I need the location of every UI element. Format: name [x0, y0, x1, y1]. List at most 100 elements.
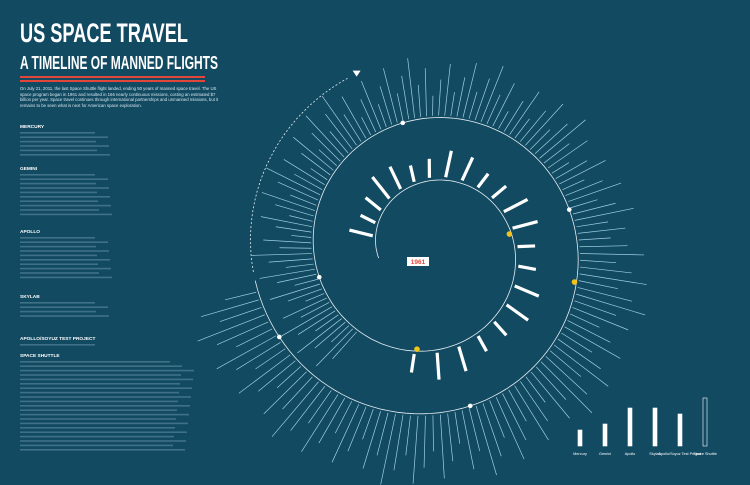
shuttle-line	[468, 91, 478, 119]
shuttle-line	[568, 182, 622, 202]
list-line	[20, 387, 192, 389]
shuttle-line	[282, 297, 327, 319]
section-heading: APOLLO/SOYUZ TEST PROJECT	[20, 336, 95, 342]
shuttle-line	[529, 129, 551, 150]
shuttle-line	[266, 167, 321, 196]
shuttle-line	[461, 410, 475, 470]
legend-label: Space Shuttle	[693, 452, 717, 456]
shuttle-line	[225, 291, 257, 301]
list-line	[20, 378, 193, 381]
year-dot	[467, 403, 473, 409]
shuttle-line	[287, 288, 322, 302]
list-line	[20, 259, 110, 261]
shuttle-line	[475, 405, 497, 476]
legend-label: Skylab	[649, 452, 660, 456]
list-line	[20, 383, 180, 385]
list-line	[20, 440, 186, 442]
rocket	[517, 244, 536, 249]
year-dot	[276, 334, 282, 340]
shuttle-line	[268, 258, 313, 263]
shuttle-line	[531, 371, 570, 419]
shuttle-line	[579, 245, 628, 248]
shuttle-line	[572, 202, 616, 215]
shuttle-line	[263, 239, 312, 244]
rule	[20, 80, 205, 82]
legend-label: Apollo	[625, 452, 636, 456]
shuttle-line	[562, 179, 585, 191]
shuttle-line	[362, 409, 374, 440]
year-dot	[316, 274, 322, 280]
center-label: 1961	[411, 259, 426, 266]
shuttle-line	[310, 168, 328, 181]
shuttle-line	[334, 401, 353, 434]
shuttle-line	[547, 140, 588, 169]
shuttle-line	[201, 299, 259, 318]
rocket	[503, 197, 529, 214]
legend-label: Gemini	[599, 452, 611, 456]
shuttle-line	[329, 131, 349, 154]
shuttle-line	[361, 117, 372, 136]
shuttle-line	[450, 92, 455, 117]
shuttle-line	[197, 314, 265, 342]
list-line	[20, 369, 194, 372]
list-line	[20, 435, 174, 438]
shuttle-line	[502, 393, 527, 441]
list-line	[20, 396, 191, 398]
intro-box: On July 21, 2011, the last Space Shuttle…	[20, 86, 218, 108]
list-line	[20, 418, 176, 420]
arrow	[352, 70, 361, 77]
shuttle-line	[275, 226, 312, 233]
rocket	[512, 219, 539, 230]
shuttle-line	[576, 293, 646, 316]
event-star	[506, 231, 513, 237]
shuttle-line	[423, 415, 426, 468]
shuttle-line	[294, 278, 318, 286]
list-line	[20, 306, 108, 308]
spiral-line	[254, 117, 579, 415]
shuttle-line	[289, 215, 313, 222]
shuttle-line	[331, 404, 360, 463]
center-tag	[407, 257, 429, 266]
list-line	[20, 422, 188, 425]
rocket	[435, 352, 441, 380]
shuttle-line	[577, 227, 626, 234]
shuttle-line	[255, 348, 286, 370]
shuttle-line	[540, 361, 593, 414]
shuttle-line	[462, 63, 477, 118]
shuttle-line	[405, 415, 411, 456]
shuttle-line	[495, 396, 525, 460]
shuttle-line	[331, 325, 350, 343]
list-line	[20, 174, 95, 176]
shuttle-line	[308, 390, 332, 424]
shuttle-line	[551, 162, 570, 174]
year-dot	[566, 207, 572, 212]
list-line	[20, 361, 170, 363]
shuttle-line	[271, 381, 319, 437]
shuttle-line	[291, 235, 312, 238]
shuttle-line	[439, 414, 445, 479]
shuttle-line	[332, 331, 357, 359]
shuttle-line	[393, 414, 404, 471]
list-line	[20, 344, 95, 346]
year-dot	[400, 120, 406, 126]
shuttle-line	[447, 413, 454, 462]
list-line	[20, 409, 177, 411]
shuttle-line	[519, 110, 547, 142]
shuttle-line	[290, 386, 326, 431]
list-line	[20, 182, 96, 185]
shuttle-line	[520, 381, 548, 422]
shuttle-line	[383, 68, 398, 123]
list-line	[20, 267, 111, 270]
shuttle-line	[578, 237, 611, 241]
shuttle-line	[482, 403, 502, 457]
legend-icon	[577, 429, 583, 447]
list-line	[20, 136, 108, 138]
shuttle-line	[297, 310, 336, 335]
shuttle-line	[305, 293, 325, 302]
shuttle-line	[525, 103, 564, 146]
legend-icon	[702, 397, 708, 447]
list-line	[20, 413, 189, 416]
rocket	[457, 346, 468, 372]
shuttle-line	[316, 328, 353, 367]
